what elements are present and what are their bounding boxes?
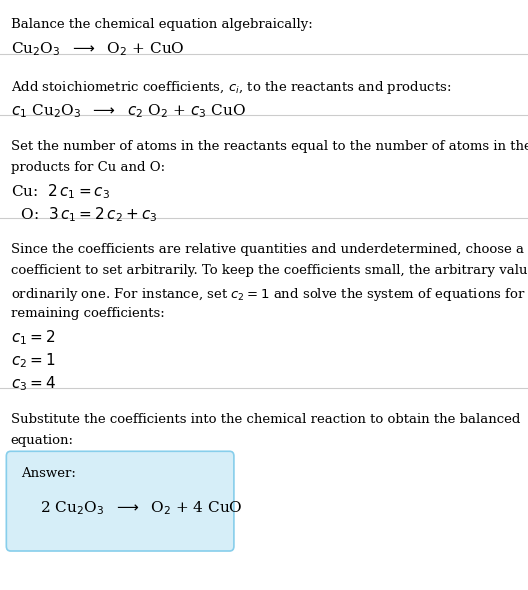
Text: Add stoichiometric coefficients, $c_i$, to the reactants and products:: Add stoichiometric coefficients, $c_i$, … bbox=[11, 79, 451, 96]
Text: Cu:  $2\,c_1 = c_3$: Cu: $2\,c_1 = c_3$ bbox=[11, 182, 110, 201]
Text: $c_1 = 2$: $c_1 = 2$ bbox=[11, 329, 55, 348]
Text: $c_2 = 1$: $c_2 = 1$ bbox=[11, 352, 55, 371]
Text: Substitute the coefficients into the chemical reaction to obtain the balanced: Substitute the coefficients into the che… bbox=[11, 413, 520, 426]
Text: Since the coefficients are relative quantities and underdetermined, choose a: Since the coefficients are relative quan… bbox=[11, 243, 524, 257]
Text: Set the number of atoms in the reactants equal to the number of atoms in the: Set the number of atoms in the reactants… bbox=[11, 140, 528, 153]
Text: O:  $3\,c_1 = 2\,c_2 + c_3$: O: $3\,c_1 = 2\,c_2 + c_3$ bbox=[11, 205, 157, 224]
Text: equation:: equation: bbox=[11, 434, 73, 447]
Text: products for Cu and O:: products for Cu and O: bbox=[11, 161, 165, 174]
Text: Balance the chemical equation algebraically:: Balance the chemical equation algebraica… bbox=[11, 18, 312, 31]
Text: $c_1$ Cu$_2$O$_3$  $\longrightarrow$  $c_2$ O$_2$ + $c_3$ CuO: $c_1$ Cu$_2$O$_3$ $\longrightarrow$ $c_2… bbox=[11, 102, 246, 120]
Text: 2 Cu$_2$O$_3$  $\longrightarrow$  O$_2$ + 4 CuO: 2 Cu$_2$O$_3$ $\longrightarrow$ O$_2$ + … bbox=[40, 499, 242, 517]
Text: coefficient to set arbitrarily. To keep the coefficients small, the arbitrary va: coefficient to set arbitrarily. To keep … bbox=[11, 264, 528, 277]
Text: $c_3 = 4$: $c_3 = 4$ bbox=[11, 375, 55, 394]
Text: remaining coefficients:: remaining coefficients: bbox=[11, 307, 164, 320]
Text: Answer:: Answer: bbox=[21, 467, 76, 480]
Text: ordinarily one. For instance, set $c_2 = 1$ and solve the system of equations fo: ordinarily one. For instance, set $c_2 =… bbox=[11, 286, 528, 303]
FancyBboxPatch shape bbox=[6, 451, 234, 551]
Text: Cu$_2$O$_3$  $\longrightarrow$  O$_2$ + CuO: Cu$_2$O$_3$ $\longrightarrow$ O$_2$ + Cu… bbox=[11, 41, 184, 58]
